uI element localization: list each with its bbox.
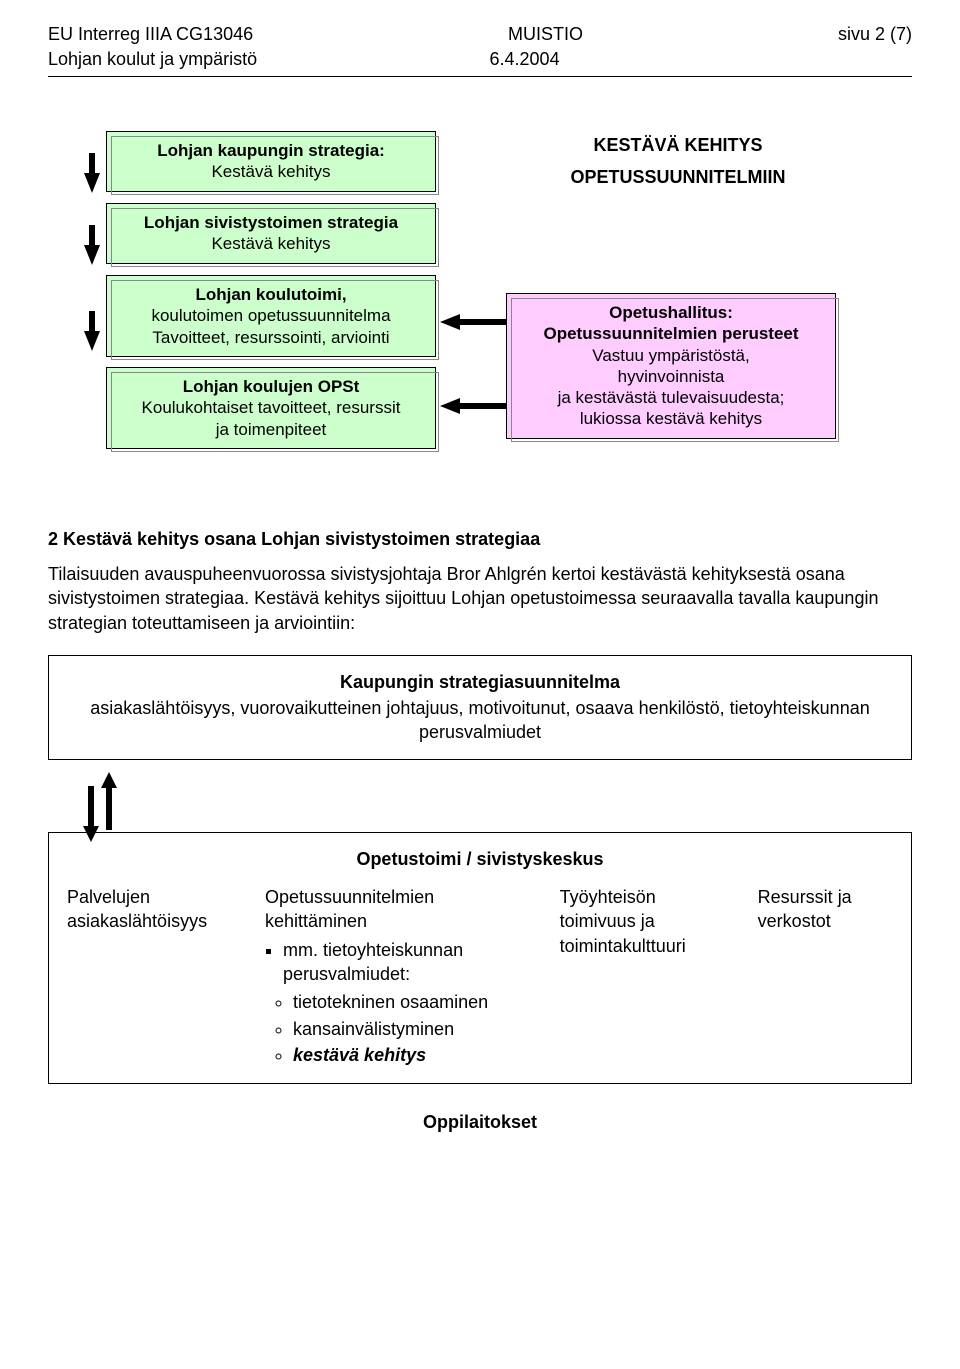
c4-l1: Resurssit ja <box>758 887 852 907</box>
bidir-arrows <box>88 778 912 838</box>
arrow-left-icon <box>440 314 460 330</box>
box3-l1: Lohjan koulutoimi, <box>195 285 346 304</box>
subheader-center: 6.4.2004 <box>490 49 560 70</box>
pink-l2: Opetussuunnitelmien perusteet <box>543 324 798 343</box>
header-center: MUISTIO <box>508 24 583 45</box>
strategy-plan-box: Kaupungin strategiasuunnitelma asiakaslä… <box>48 655 912 760</box>
c2-bullet: mm. tietoyhteiskunnan perusvalmiudet: <box>283 938 536 987</box>
c2-sub3: kestävä kehitys <box>293 1043 536 1067</box>
header-left: EU Interreg IIIA CG13046 <box>48 24 253 45</box>
diagram-box-education-strategy: Lohjan sivistystoimen strategia Kestävä … <box>106 203 436 264</box>
header-right: sivu 2 (7) <box>838 24 912 45</box>
c3-l1: Työyhteisön <box>560 887 656 907</box>
box2-l1: Lohjan sivistystoimen strategia <box>144 213 398 232</box>
box1-l2: Kestävä kehitys <box>211 162 330 181</box>
c1-l1: Palvelujen <box>67 887 150 907</box>
box4-l3: ja toimenpiteet <box>216 420 327 439</box>
diagram-title-1: KESTÄVÄ KEHITYS <box>548 135 808 156</box>
box1-l1: Lohjan kaupungin strategia: <box>157 141 385 160</box>
box3-l2: koulutoimen opetussuunnitelma <box>151 306 390 325</box>
pink-l3: Vastuu ympäristöstä, <box>592 346 749 365</box>
opetustoimi-columns: Palvelujen asiakaslähtöisyys Opetussuunn… <box>67 885 893 1069</box>
col-palvelut: Palvelujen asiakaslähtöisyys <box>67 885 241 1069</box>
oppilaitokset-heading: Oppilaitokset <box>48 1112 912 1133</box>
strategy-diagram: KESTÄVÄ KEHITYS OPETUSSUUNNITELMIIN Lohj… <box>48 117 912 497</box>
box3-l3: Tavoitteet, resurssointi, arviointi <box>152 328 389 347</box>
arrow-down-icon <box>84 331 100 351</box>
pink-l4: hyvinvoinnista <box>618 367 725 386</box>
diagram-box-school-office: Lohjan koulutoimi, koulutoimen opetussuu… <box>106 275 436 357</box>
opetustoimi-heading: Opetustoimi / sivistyskeskus <box>67 847 893 871</box>
c3-l3: toimintakulttuuri <box>560 936 686 956</box>
strategy-plan-title: Kaupungin strategiasuunnitelma <box>67 670 893 694</box>
box4-l2: Koulukohtaiset tavoitteet, resurssit <box>142 398 401 417</box>
col-resurssit: Resurssit ja verkostot <box>758 885 893 1069</box>
col-opetussuunnitelmien: Opetussuunnitelmien kehittäminen mm. tie… <box>265 885 536 1069</box>
arrow-stem <box>458 319 506 325</box>
diagram-box-schools-ops: Lohjan koulujen OPSt Koulukohtaiset tavo… <box>106 367 436 449</box>
arrow-left-icon <box>440 398 460 414</box>
box4-l1: Lohjan koulujen OPSt <box>183 377 360 396</box>
arrow-down-icon <box>84 245 100 265</box>
arrow-down-icon <box>84 173 100 193</box>
c2-l1: Opetussuunnitelmien <box>265 887 434 907</box>
pink-l1: Opetushallitus: <box>609 303 733 322</box>
strategy-plan-text: asiakaslähtöisyys, vuorovaikutteinen joh… <box>90 698 869 742</box>
diagram-box-city-strategy: Lohjan kaupungin strategia: Kestävä kehi… <box>106 131 436 192</box>
diagram-box-opetushallitus: Opetushallitus: Opetussuunnitelmien peru… <box>506 293 836 439</box>
c3-l2: toimivuus ja <box>560 911 655 931</box>
pink-l5: ja kestävästä tulevaisuudesta; <box>558 388 785 407</box>
doc-subheader: Lohjan koulut ja ympäristö 6.4.2004 <box>48 49 912 70</box>
c1-l2: asiakaslähtöisyys <box>67 911 207 931</box>
c2-l2: kehittäminen <box>265 911 367 931</box>
section2-heading: 2 Kestävä kehitys osana Lohjan sivistyst… <box>48 529 912 550</box>
col-tyoyhteison: Työyhteisön toimivuus ja toimintakulttuu… <box>560 885 734 1069</box>
pink-l6: lukiossa kestävä kehitys <box>580 409 762 428</box>
opetustoimi-box: Opetustoimi / sivistyskeskus Palvelujen … <box>48 832 912 1084</box>
box2-l2: Kestävä kehitys <box>211 234 330 253</box>
section2-paragraph: Tilaisuuden avauspuheenvuorossa sivistys… <box>48 562 912 635</box>
header-rule <box>48 76 912 77</box>
c2-sub1: tietotekninen osaaminen <box>293 990 536 1014</box>
doc-header: EU Interreg IIIA CG13046 MUISTIO sivu 2 … <box>48 24 912 45</box>
arrow-stem <box>458 403 506 409</box>
subheader-left: Lohjan koulut ja ympäristö <box>48 49 257 70</box>
c2-sub2: kansainvälistyminen <box>293 1017 536 1041</box>
diagram-title-2: OPETUSSUUNNITELMIIN <box>548 167 808 188</box>
c4-l2: verkostot <box>758 911 831 931</box>
